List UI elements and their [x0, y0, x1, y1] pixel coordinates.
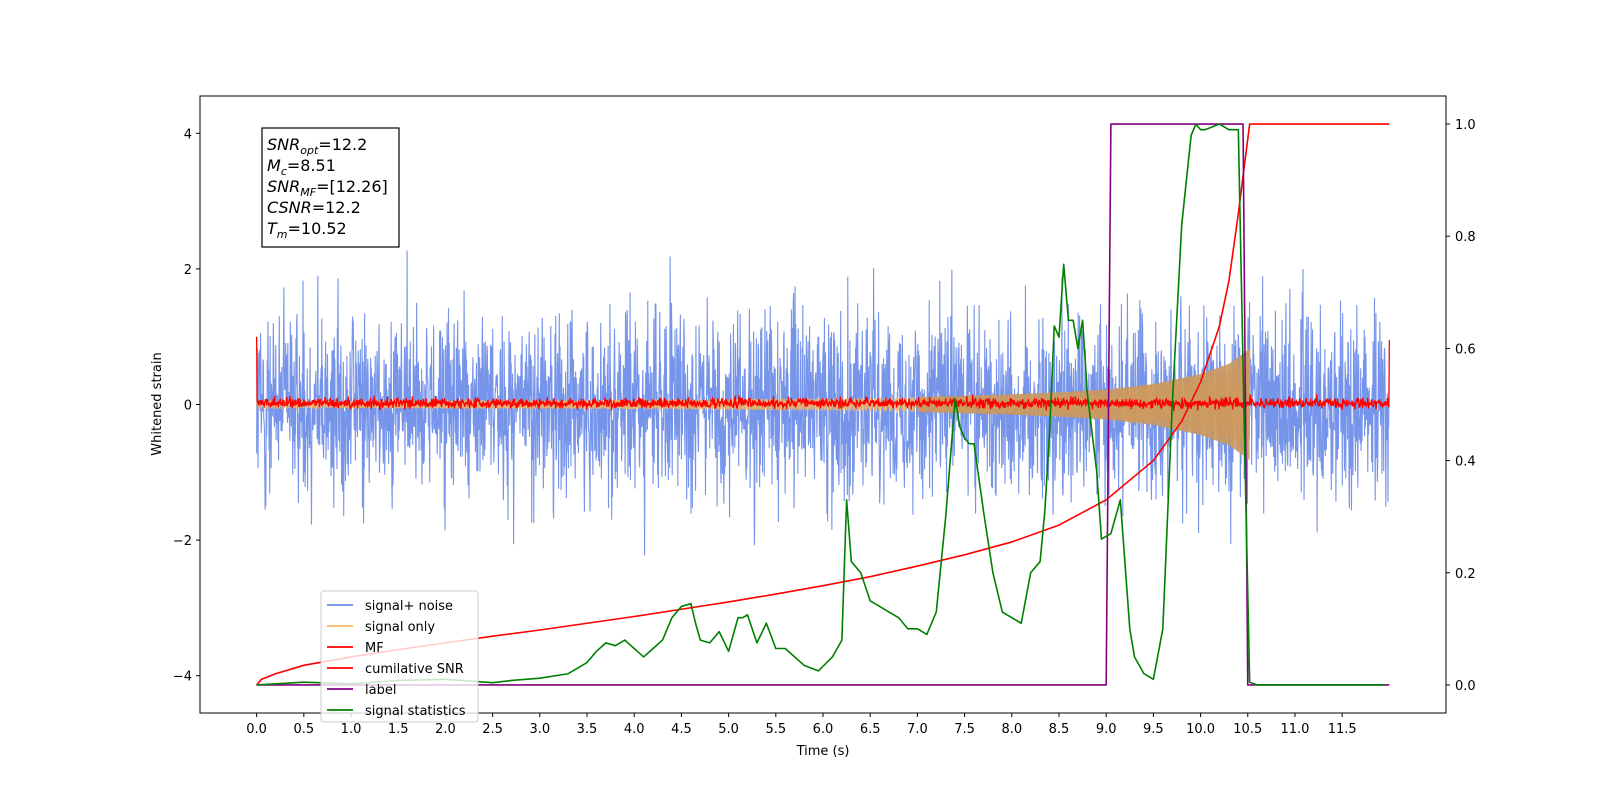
x-tick-label: 10.5 — [1233, 722, 1262, 737]
series-signal-statistics — [256, 123, 1385, 686]
annotation-box: SNRopt=12.2Mc=8.51SNRMF=[12.26]CSNR=12.2… — [261, 127, 400, 248]
annotation-line: SNRMF=[12.26] — [267, 177, 388, 199]
x-tick-label: 6.0 — [813, 722, 834, 737]
x-tick-label: 6.5 — [860, 722, 881, 737]
x-tick-label: 2.0 — [435, 722, 456, 737]
x-tick-label: 1.5 — [388, 722, 409, 737]
y-left-tick-label: 0 — [184, 399, 192, 414]
y-left-tick-label: −4 — [173, 670, 192, 685]
y-left-tick-label: 2 — [184, 263, 192, 278]
y-right-tick-label: 0.0 — [1455, 679, 1476, 694]
x-tick-label: 5.0 — [718, 722, 739, 737]
x-tick-label: 4.0 — [624, 722, 645, 737]
legend-entry: MF — [365, 641, 384, 656]
x-axis-label: Time (s) — [796, 744, 850, 759]
x-tick-label: 0.0 — [246, 722, 267, 737]
x-tick-label: 1.0 — [341, 722, 362, 737]
y-right-tick-label: 0.4 — [1455, 455, 1476, 470]
x-tick-label: 4.5 — [671, 722, 692, 737]
x-tick-label: 9.5 — [1143, 722, 1164, 737]
legend: signal+ noise signal only MF cumilative SNR… — [320, 590, 479, 723]
x-tick-label: 7.0 — [907, 722, 928, 737]
series-mf — [255, 336, 1391, 412]
x-tick-label: 9.0 — [1096, 722, 1117, 737]
x-tick-label: 3.0 — [529, 722, 550, 737]
annotation-frame — [261, 127, 400, 248]
series-layer — [255, 123, 1391, 686]
legend-entry: label — [365, 683, 396, 698]
x-tick-label: 7.5 — [954, 722, 975, 737]
legend-frame — [320, 590, 479, 723]
legend-entry: signal only — [365, 620, 435, 635]
axes-layer: 0.0 0.5 1.0 1.5 2.0 2.5 3.0 3.5 4.0 4.5 5.0 5.5 6.0 6… — [173, 118, 1476, 737]
y-left-tick-label: 4 — [184, 127, 192, 142]
x-tick-label: 11.0 — [1280, 722, 1309, 737]
x-tick-label: 0.5 — [293, 722, 314, 737]
legend-entry: cumilative SNR — [365, 662, 464, 677]
y-right-tick-label: 1.0 — [1455, 118, 1476, 133]
x-tick-label: 5.5 — [765, 722, 786, 737]
x-tick-label: 10.0 — [1186, 722, 1215, 737]
annotation-line: SNRopt=12.2 — [267, 135, 367, 157]
y-right-tick-label: 0.8 — [1455, 230, 1476, 245]
x-tick-label: 3.5 — [577, 722, 598, 737]
x-tick-label: 8.0 — [1001, 722, 1022, 737]
annotation-line: Mc=8.51 — [267, 156, 336, 178]
x-tick-label: 11.5 — [1328, 722, 1357, 737]
annotation-line: CSNR=12.2 — [267, 198, 361, 217]
x-tick-label: 2.5 — [482, 722, 503, 737]
legend-entry: signal statistics — [365, 704, 466, 719]
y-axis-label: Whitened strain — [150, 352, 165, 455]
annotation-line: Tm=10.52 — [267, 219, 347, 241]
legend-entry: signal+ noise — [365, 599, 453, 614]
y-right-tick-label: 0.2 — [1455, 567, 1476, 582]
y-left-tick-label: −2 — [173, 534, 192, 549]
y-right-tick-label: 0.6 — [1455, 342, 1476, 357]
x-tick-label: 8.5 — [1049, 722, 1070, 737]
